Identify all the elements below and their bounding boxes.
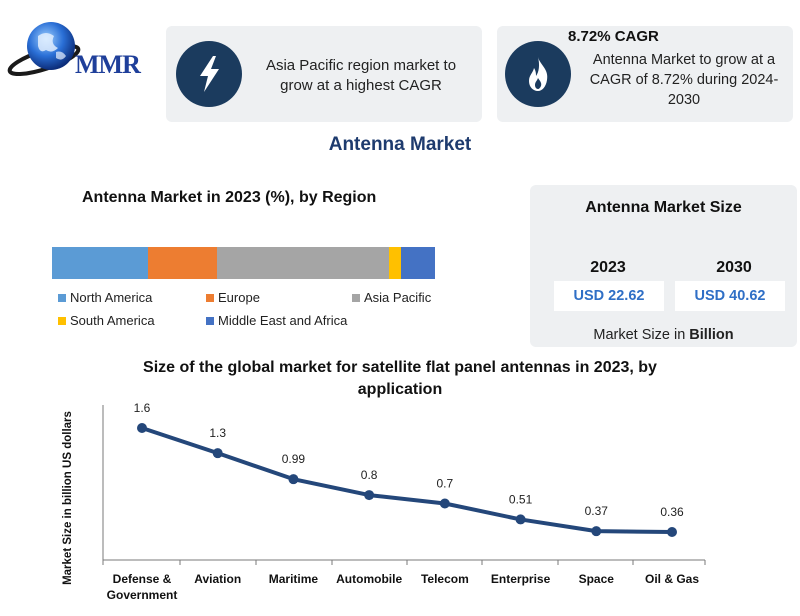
data-label-1: 1.3 xyxy=(209,426,226,440)
market-size-title: Antenna Market Size xyxy=(585,199,742,216)
value-2023: USD 22.62 xyxy=(554,281,664,311)
info-card-growth: Asia Pacific region market to grow at a … xyxy=(166,26,482,122)
bar-segment-asia-pacific xyxy=(216,247,390,279)
data-label-3: 0.8 xyxy=(361,468,378,482)
mmr-logo xyxy=(6,18,166,88)
legend-label: Europe xyxy=(218,290,260,305)
data-point-4 xyxy=(439,498,450,509)
data-label-0: 1.6 xyxy=(134,401,151,415)
bar-segment-middle-east-and-africa xyxy=(400,247,435,279)
data-label-6: 0.37 xyxy=(585,504,609,518)
lightning-icon xyxy=(176,41,242,107)
x-tick-label-3: Automobile xyxy=(336,572,402,586)
unit-value: Billion xyxy=(689,327,734,343)
data-point-5 xyxy=(515,514,526,525)
value-2030: USD 40.62 xyxy=(675,281,785,311)
legend-label: North America xyxy=(70,290,153,305)
data-label-2: 0.99 xyxy=(282,452,306,466)
legend-label: Middle East and Africa xyxy=(218,313,348,328)
x-tick-label-7: Oil & Gas xyxy=(645,572,699,586)
region-stacked-bar xyxy=(52,247,435,279)
x-tick-label-4: Telecom xyxy=(421,572,469,586)
bar-segment-south-america xyxy=(389,247,401,279)
legend-label: Asia Pacific xyxy=(364,290,432,305)
legend-item-europe: Europe xyxy=(206,290,260,305)
data-label-7: 0.36 xyxy=(660,505,684,519)
market-size-card: Antenna Market Size 2023 2030 USD 22.62 … xyxy=(530,185,797,347)
data-point-6 xyxy=(591,526,602,537)
data-point-2 xyxy=(288,474,299,485)
unit-prefix: Market Size in xyxy=(593,327,690,343)
legend-swatch xyxy=(58,316,66,325)
legend-item-north-america: North America xyxy=(58,290,152,305)
data-point-1 xyxy=(212,448,223,459)
x-tick-label-5: Enterprise xyxy=(491,572,551,586)
x-tick-label-1: Aviation xyxy=(194,572,241,586)
legend-swatch xyxy=(206,316,214,325)
bar-segment-europe xyxy=(147,247,217,279)
legend-item-asia-pacific: Asia Pacific xyxy=(352,290,431,305)
legend-item-middle-east-africa: Middle East and Africa xyxy=(206,313,347,328)
bar-segment-north-america xyxy=(52,247,148,279)
growth-text: Asia Pacific region market to grow at a … xyxy=(265,57,457,94)
year-2023-label: 2023 xyxy=(590,259,626,276)
region-chart-title: Antenna Market in 2023 (%), by Region xyxy=(82,189,377,206)
year-2030-label: 2030 xyxy=(716,259,752,276)
logo-text: MMR xyxy=(75,50,141,79)
series-line xyxy=(140,426,674,534)
legend-swatch xyxy=(206,293,214,302)
info-card-cagr: Antenna Market to grow at a CAGR of 8.72… xyxy=(497,26,793,122)
cagr-text: Antenna Market to grow at a CAGR of 8.72… xyxy=(589,52,779,108)
data-point-7 xyxy=(667,527,677,537)
x-tick-label-2: Maritime xyxy=(269,572,319,586)
cagr-title: 8.72% CAGR xyxy=(568,28,659,45)
line-chart-title: Size of the global market for satellite … xyxy=(143,359,657,398)
legend-label: South America xyxy=(70,313,155,328)
legend-swatch xyxy=(58,293,66,302)
x-tick-label-6: Space xyxy=(579,572,615,586)
data-label-4: 0.7 xyxy=(437,476,454,490)
data-point-3 xyxy=(364,490,375,501)
application-line-chart: 1.6 1.3 0.99 0.8 0.7 0.51 0.37 0.36 Defense & Gov… xyxy=(102,401,706,602)
data-label-5: 0.51 xyxy=(509,492,533,506)
flame-icon xyxy=(505,41,571,107)
legend-swatch xyxy=(352,293,360,302)
data-point-0 xyxy=(137,423,147,433)
legend-item-south-america: South America xyxy=(58,313,155,328)
page-title: Antenna Market xyxy=(328,134,472,155)
x-tick-label-0: Defense & Government xyxy=(107,572,178,602)
market-size-unit-note: Market Size in Billion xyxy=(530,327,797,343)
